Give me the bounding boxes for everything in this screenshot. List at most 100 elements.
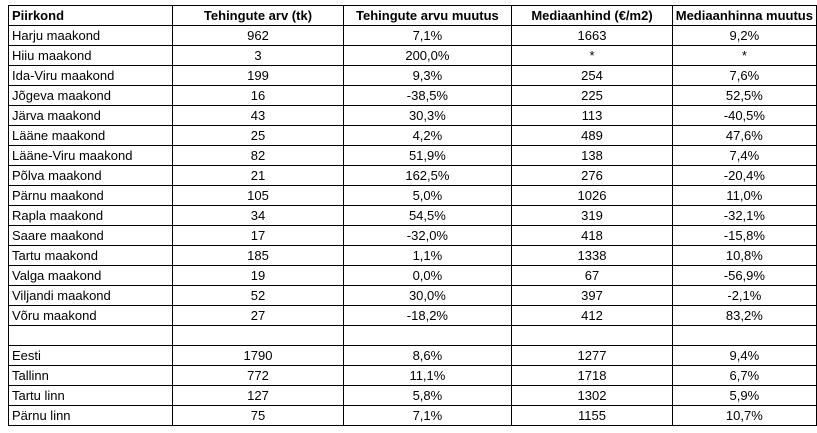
cell-region: Tartu maakond <box>7 245 174 266</box>
cell-median-price-change: 83,2% <box>671 305 817 326</box>
cell-median-price-change: 9,4% <box>671 345 817 366</box>
cell-transactions: 3 <box>172 45 344 66</box>
table-row: Harju maakond 962 7,1% 1663 9,2% <box>7 25 817 46</box>
cell-median-price-change: 9,2% <box>671 25 817 46</box>
cell-transactions: 34 <box>172 205 344 226</box>
cell-transactions: 127 <box>172 385 344 406</box>
table-row: Viljandi maakond 52 30,0% 397 -2,1% <box>7 285 817 306</box>
header-cell-transactions: Tehingute arv (tk) <box>172 5 344 26</box>
cell-region: Ida-Viru maakond <box>7 65 174 86</box>
cell-median-price-change: 7,6% <box>671 65 817 86</box>
cell-median-price: 1663 <box>511 25 673 46</box>
cell-region: Lääne maakond <box>7 125 174 146</box>
table-row <box>7 325 817 346</box>
cell-region: Järva maakond <box>7 105 174 126</box>
cell-region: Lääne-Viru maakond <box>7 145 174 166</box>
cell-transactions: 16 <box>172 85 344 106</box>
cell-median-price: 1302 <box>511 385 673 406</box>
cell-transactions: 199 <box>172 65 344 86</box>
cell-median-price: 1718 <box>511 365 673 386</box>
table-row: Rapla maakond 34 54,5% 319 -32,1% <box>7 205 817 226</box>
table-row: Võru maakond 27 -18,2% 412 83,2% <box>7 305 817 326</box>
cell-median-price: 1026 <box>511 185 673 206</box>
cell-median-price-change: * <box>671 45 817 66</box>
cell-median-price-change: 11,0% <box>671 185 817 206</box>
cell-median-price-change: -56,9% <box>671 265 817 286</box>
cell-median-price <box>511 325 673 346</box>
cell-transactions-change: 30,3% <box>342 105 513 126</box>
cell-median-price-change: 10,8% <box>671 245 817 266</box>
cell-transactions: 962 <box>172 25 344 46</box>
cell-region: Saare maakond <box>7 225 174 246</box>
cell-median-price-change: 6,7% <box>671 365 817 386</box>
cell-median-price: 225 <box>511 85 673 106</box>
cell-transactions: 43 <box>172 105 344 126</box>
table-row: Tartu maakond 185 1,1% 1338 10,8% <box>7 245 817 266</box>
cell-region: Eesti <box>7 345 174 366</box>
table-row: Saare maakond 17 -32,0% 418 -15,8% <box>7 225 817 246</box>
cell-transactions-change: 1,1% <box>342 245 513 266</box>
cell-region <box>7 325 174 346</box>
cell-median-price: 1155 <box>511 405 673 426</box>
cell-transactions-change: 5,8% <box>342 385 513 406</box>
cell-transactions: 52 <box>172 285 344 306</box>
table-row: Lääne-Viru maakond 82 51,9% 138 7,4% <box>7 145 817 166</box>
cell-median-price: 113 <box>511 105 673 126</box>
cell-transactions: 21 <box>172 165 344 186</box>
cell-region: Võru maakond <box>7 305 174 326</box>
cell-median-price: 67 <box>511 265 673 286</box>
table-body: Piirkond Tehingute arv (tk) Tehingute ar… <box>7 5 817 426</box>
cell-region: Tartu linn <box>7 385 174 406</box>
table-row: Põlva maakond 21 162,5% 276 -20,4% <box>7 165 817 186</box>
cell-transactions-change: 7,1% <box>342 25 513 46</box>
table-row: Pärnu maakond 105 5,0% 1026 11,0% <box>7 185 817 206</box>
table-row: Järva maakond 43 30,3% 113 -40,5% <box>7 105 817 126</box>
cell-region: Jõgeva maakond <box>7 85 174 106</box>
cell-transactions: 17 <box>172 225 344 246</box>
cell-median-price: 319 <box>511 205 673 226</box>
cell-median-price: 418 <box>511 225 673 246</box>
table-row: Pärnu linn 75 7,1% 1155 10,7% <box>7 405 817 426</box>
cell-transactions-change: 0,0% <box>342 265 513 286</box>
cell-median-price: 397 <box>511 285 673 306</box>
cell-median-price: 489 <box>511 125 673 146</box>
cell-median-price: 412 <box>511 305 673 326</box>
cell-transactions: 75 <box>172 405 344 426</box>
cell-region: Tallinn <box>7 365 174 386</box>
table-row: Tallinn 772 11,1% 1718 6,7% <box>7 365 817 386</box>
cell-median-price-change <box>671 325 817 346</box>
cell-region: Harju maakond <box>7 25 174 46</box>
cell-region: Hiiu maakond <box>7 45 174 66</box>
cell-median-price: 138 <box>511 145 673 166</box>
cell-transactions-change: 51,9% <box>342 145 513 166</box>
table-row: Valga maakond 19 0,0% 67 -56,9% <box>7 265 817 286</box>
table-row: Jõgeva maakond 16 -38,5% 225 52,5% <box>7 85 817 106</box>
cell-transactions-change: 7,1% <box>342 405 513 426</box>
table-row: Lääne maakond 25 4,2% 489 47,6% <box>7 125 817 146</box>
cell-region: Pärnu linn <box>7 405 174 426</box>
table-row: Hiiu maakond 3 200,0% * * <box>7 45 817 66</box>
cell-median-price-change: 10,7% <box>671 405 817 426</box>
header-cell-transactions-change: Tehingute arvu muutus <box>342 5 513 26</box>
cell-median-price-change: 52,5% <box>671 85 817 106</box>
cell-median-price: 254 <box>511 65 673 86</box>
cell-transactions: 82 <box>172 145 344 166</box>
cell-median-price: * <box>511 45 673 66</box>
header-cell-median-price: Mediaanhind (€/m2) <box>511 5 673 26</box>
cell-median-price-change: 7,4% <box>671 145 817 166</box>
cell-transactions-change: 30,0% <box>342 285 513 306</box>
cell-transactions: 185 <box>172 245 344 266</box>
cell-transactions-change <box>342 325 513 346</box>
cell-transactions-change: -38,5% <box>342 85 513 106</box>
cell-transactions: 772 <box>172 365 344 386</box>
cell-transactions-change: 8,6% <box>342 345 513 366</box>
cell-median-price: 1338 <box>511 245 673 266</box>
cell-transactions: 27 <box>172 305 344 326</box>
cell-transactions-change: 162,5% <box>342 165 513 186</box>
cell-transactions: 1790 <box>172 345 344 366</box>
cell-median-price-change: 5,9% <box>671 385 817 406</box>
cell-transactions-change: 200,0% <box>342 45 513 66</box>
table-row: Ida-Viru maakond 199 9,3% 254 7,6% <box>7 65 817 86</box>
cell-median-price-change: -15,8% <box>671 225 817 246</box>
cell-transactions-change: -18,2% <box>342 305 513 326</box>
